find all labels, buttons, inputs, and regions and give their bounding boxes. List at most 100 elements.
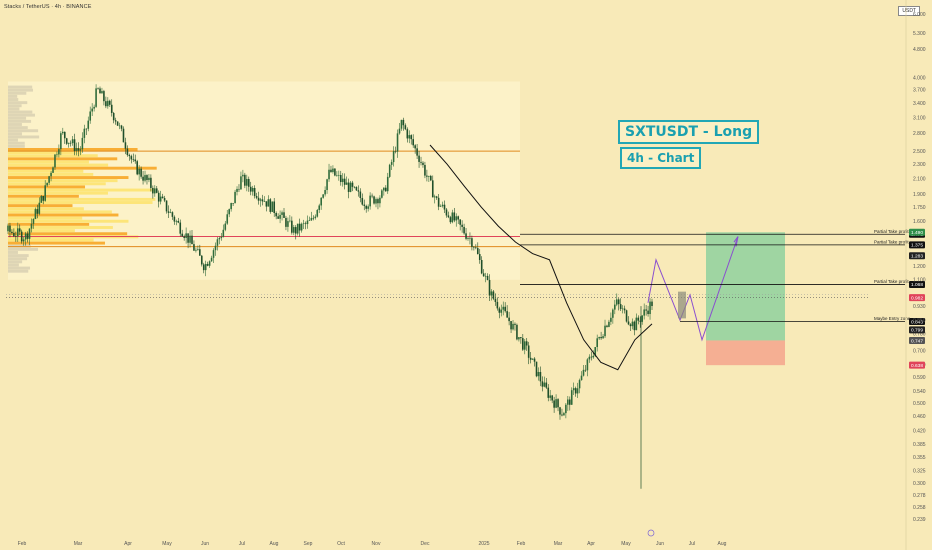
candle-body [629, 324, 632, 327]
candle-body [392, 151, 395, 163]
candle-body [633, 321, 636, 331]
profile-bin [8, 229, 75, 233]
candle-body [230, 203, 232, 210]
candle-body [574, 388, 577, 394]
candle-body [242, 174, 244, 177]
candle-body [508, 317, 510, 322]
candle-body [138, 168, 140, 175]
annotation-subtitle: 4h - Chart [620, 147, 702, 169]
moving-average [429, 144, 653, 371]
candle-body [557, 399, 559, 408]
candle-body [510, 321, 512, 330]
candle-body [232, 203, 234, 204]
candle-body [386, 176, 389, 192]
candle-body [308, 220, 311, 221]
candle-body [498, 308, 501, 313]
candle-body [377, 199, 379, 204]
candle-body [465, 233, 467, 239]
x-tick-label: Mar [554, 541, 563, 547]
x-tick-label: May [162, 541, 172, 547]
candle-body [332, 168, 334, 173]
x-tick-label: Oct [337, 541, 345, 547]
candle-body [610, 317, 612, 322]
currency-badge[interactable]: USDT [898, 6, 920, 16]
annotation-title: SXTUSDT - Long [618, 120, 760, 144]
candle-body [365, 205, 368, 209]
candle-body [199, 249, 201, 256]
candle-body [520, 337, 522, 339]
level-badge-text: 1.068 [911, 282, 923, 288]
candle-body [343, 178, 346, 185]
candle-body [570, 390, 573, 405]
candle-body [220, 236, 223, 239]
candle-body [85, 128, 88, 130]
profile-bin [8, 126, 28, 130]
candle-body [318, 205, 321, 210]
profile-bin [8, 104, 22, 108]
y-tick-label: 0.500 [913, 401, 926, 407]
candle-body [283, 212, 285, 218]
candle-body [83, 128, 86, 138]
price-badge [909, 326, 925, 334]
level-badge [909, 318, 925, 326]
candle-body [406, 129, 409, 139]
candle-body [152, 187, 154, 194]
y-tick-label: 1.900 [913, 192, 926, 198]
candle-body [647, 310, 649, 315]
candle-body [150, 177, 152, 188]
candle-body [336, 175, 338, 176]
candle-body [161, 196, 164, 199]
candle-body [486, 275, 489, 280]
profile-bin [8, 160, 89, 164]
level-label: Partial Take profit [874, 239, 909, 244]
x-tick-label: Jul [239, 541, 245, 547]
candle-body [625, 310, 628, 322]
candle-body [48, 176, 50, 183]
candle-body [345, 182, 348, 185]
candle-body [478, 254, 481, 260]
moving-average-line [429, 144, 653, 371]
x-tick-label: May [621, 541, 631, 547]
level-label: Partial Take profit [874, 279, 909, 284]
candle-body [561, 414, 563, 416]
candle-body [441, 204, 444, 207]
profile-bin [8, 166, 157, 170]
candle-body [261, 199, 264, 202]
price-badge-text: 0.638 [911, 363, 923, 369]
candle-body [287, 221, 289, 227]
profile-bin [8, 132, 22, 136]
profile-bin [8, 266, 31, 270]
y-tick-label: 2.500 [913, 149, 926, 155]
candle-body [91, 108, 93, 112]
candle-body [518, 337, 520, 340]
projection-arrowhead [733, 236, 739, 247]
candle-body [179, 222, 182, 234]
x-tick-label: 2025 [478, 541, 489, 547]
candle-body [619, 304, 622, 309]
price-badge-text: 0.747 [911, 338, 923, 344]
profile-bin [8, 269, 29, 273]
candle-body [187, 233, 189, 243]
candle-body [52, 167, 54, 173]
price-badge-text: 0.982 [911, 295, 923, 301]
candle-body [606, 325, 608, 327]
y-tick-label: 0.780 [913, 331, 926, 337]
profile-bin [8, 222, 90, 226]
candle-body [316, 209, 319, 217]
candle-body [422, 162, 424, 165]
candle-body [384, 187, 387, 192]
candle-body [431, 180, 434, 198]
profile-bin [8, 107, 20, 111]
candle-body [537, 371, 540, 377]
candle-body [134, 159, 137, 162]
candle-body [435, 196, 438, 198]
candle-body [99, 88, 101, 94]
candle-body [251, 187, 254, 192]
price-badge [909, 228, 925, 236]
candle-body [210, 257, 213, 262]
candle-body [30, 223, 33, 229]
candle-body [15, 236, 17, 237]
profile-bin [8, 241, 105, 245]
